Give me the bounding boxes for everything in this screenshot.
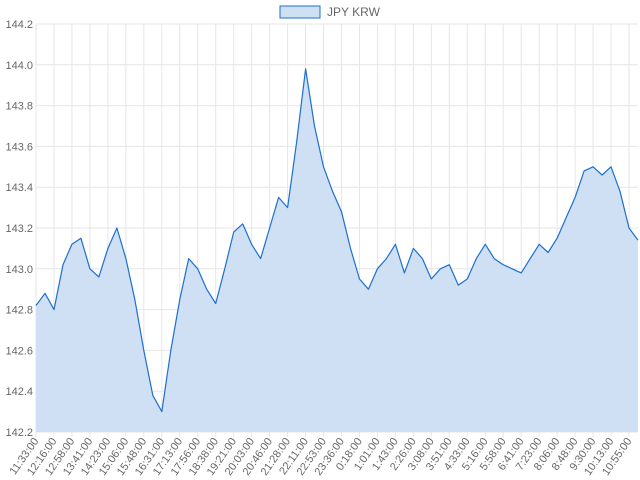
- x-axis: 11:33:0012:16:0012:58:0013:41:0014:23:00…: [8, 436, 635, 478]
- y-tick-label: 143.0: [5, 264, 33, 276]
- y-tick-label: 143.2: [5, 223, 33, 235]
- legend[interactable]: JPY KRW: [279, 5, 381, 19]
- y-tick-label: 144.2: [5, 19, 33, 31]
- y-tick-label: 142.8: [5, 305, 33, 317]
- y-tick-label: 143.6: [5, 141, 33, 153]
- legend-label[interactable]: JPY KRW: [327, 5, 381, 19]
- y-tick-label: 142.6: [5, 345, 33, 357]
- series-line: [35, 68, 639, 413]
- y-tick-label: 144.0: [5, 60, 33, 72]
- y-axis: 144.2 144.0 143.8 143.6 143.4 143.2 143.0 142.8…: [5, 19, 33, 439]
- y-tick-label: 143.4: [5, 182, 33, 194]
- series-area: [36, 68, 638, 433]
- y-tick-label: 142.4: [5, 386, 33, 398]
- y-tick-label: 143.8: [5, 101, 33, 113]
- y-tick-label: 142.2: [5, 427, 33, 439]
- legend-swatch[interactable]: [279, 5, 321, 19]
